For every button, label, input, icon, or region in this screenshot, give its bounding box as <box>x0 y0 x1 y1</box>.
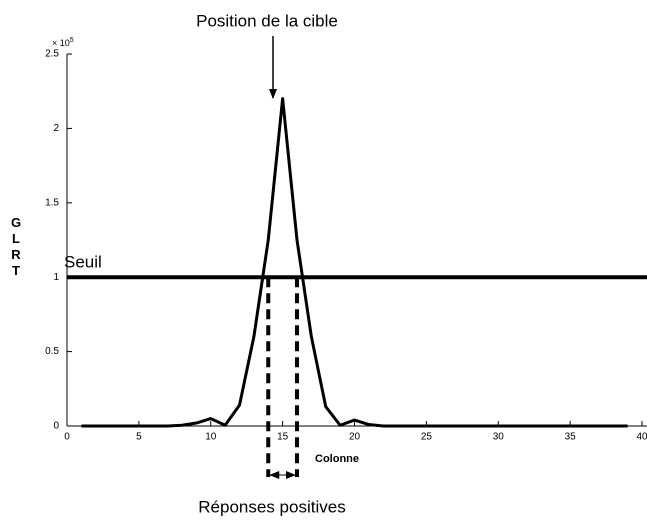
y-tick-label: 2 <box>53 123 59 134</box>
y-multiplier-base: × 10 <box>52 38 70 48</box>
y-tick-label: 2.5 <box>45 49 59 60</box>
y-tick-label: 0.5 <box>45 346 59 357</box>
y-tick-label: 1 <box>53 272 59 283</box>
data-line <box>81 97 628 428</box>
y-tick-label: 0 <box>53 421 59 432</box>
x-tick-label: 25 <box>421 432 433 443</box>
x-tick-label: 5 <box>136 432 142 443</box>
x-tick-label: 40 <box>636 432 647 443</box>
x-tick-label: 10 <box>205 432 217 443</box>
chart-title: Position de la cible <box>196 11 338 30</box>
threshold-label: Seuil <box>64 253 102 272</box>
y-multiplier-exponent: 5 <box>70 37 74 44</box>
x-axis-label: Colonne <box>315 453 359 465</box>
x-tick-label: 35 <box>565 432 577 443</box>
x-tick-label: 20 <box>349 432 361 443</box>
x-tick-label: 0 <box>64 432 70 443</box>
x-tick-label: 30 <box>493 432 505 443</box>
positive-range-label: Réponses positives <box>198 497 345 516</box>
y-tick-label: 1.5 <box>45 197 59 208</box>
y-multiplier: × 105 <box>52 37 74 49</box>
x-tick-label: 15 <box>277 432 289 443</box>
